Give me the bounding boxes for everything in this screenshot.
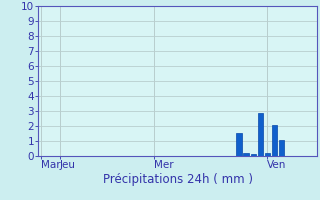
Bar bbox=[265, 153, 270, 156]
Bar bbox=[244, 153, 249, 156]
Bar bbox=[279, 140, 284, 156]
X-axis label: Précipitations 24h ( mm ): Précipitations 24h ( mm ) bbox=[103, 173, 252, 186]
Bar bbox=[272, 125, 277, 156]
Bar bbox=[258, 113, 263, 156]
Bar bbox=[251, 154, 256, 156]
Bar bbox=[236, 133, 242, 156]
